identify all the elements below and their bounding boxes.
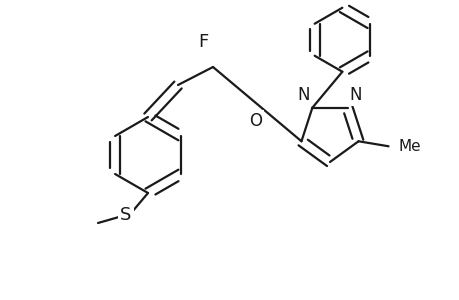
Text: F: F (197, 33, 207, 51)
Text: Me: Me (397, 139, 420, 154)
Text: S: S (120, 206, 131, 224)
Text: N: N (349, 86, 361, 104)
Text: O: O (248, 112, 261, 130)
Text: N: N (297, 86, 310, 104)
